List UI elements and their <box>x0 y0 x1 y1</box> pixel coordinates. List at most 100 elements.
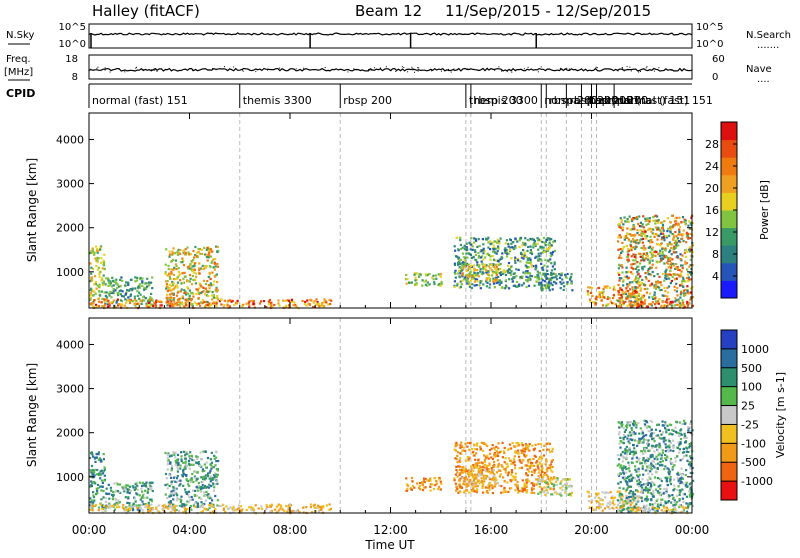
power-cell <box>682 216 684 218</box>
power-cell <box>203 280 205 282</box>
velocity-cell <box>556 477 558 479</box>
power-cell <box>291 299 293 301</box>
velocity-cell <box>657 467 659 469</box>
power-cell <box>205 288 207 290</box>
power-cell <box>125 302 127 304</box>
velocity-cell <box>146 497 148 499</box>
velocity-cell <box>675 421 677 423</box>
velocity-cell <box>638 468 640 470</box>
velocity-cell <box>139 507 141 509</box>
velocity-cell <box>411 477 413 479</box>
power-cell <box>213 266 215 268</box>
velocity-cell <box>149 507 151 509</box>
power-cell <box>648 221 650 223</box>
power-colorbar-tick-label: 12 <box>705 226 719 239</box>
power-cell <box>642 242 644 244</box>
velocity-cell <box>609 501 611 503</box>
power-cell <box>132 300 134 302</box>
velocity-cell <box>171 469 173 471</box>
velocity-cell <box>472 470 474 472</box>
power-cell <box>210 284 212 286</box>
velocity-cell <box>98 507 100 509</box>
power-cell <box>642 268 644 270</box>
velocity-cell <box>526 445 528 447</box>
velocity-cell <box>258 507 260 509</box>
power-cell <box>507 270 509 272</box>
velocity-cell <box>606 505 608 507</box>
velocity-cell <box>289 503 291 505</box>
velocity-cell <box>526 454 528 456</box>
velocity-cell <box>177 475 179 477</box>
velocity-cell <box>604 507 606 509</box>
velocity-cell <box>123 510 125 512</box>
nave-dot <box>243 71 244 72</box>
power-cell <box>454 286 456 288</box>
power-cell <box>206 280 208 282</box>
velocity-cell <box>507 472 509 474</box>
power-cell <box>413 274 415 276</box>
power-cell <box>626 233 628 235</box>
power-cell <box>677 224 679 226</box>
power-cell <box>169 290 171 292</box>
velocity-cell <box>92 505 94 507</box>
velocity-cell <box>175 464 177 466</box>
power-cell <box>647 271 649 273</box>
velocity-cell <box>93 500 95 502</box>
velocity-cell <box>103 479 105 481</box>
velocity-cell <box>484 461 486 463</box>
power-cell <box>673 264 675 266</box>
velocity-cell <box>553 476 555 478</box>
velocity-cell <box>521 452 523 454</box>
power-cell <box>678 233 680 235</box>
freq-left-label: Freq. <box>6 54 31 65</box>
velocity-cell <box>112 491 114 493</box>
velocity-cell <box>617 504 619 506</box>
velocity-cell <box>486 455 488 457</box>
velocity-cell <box>188 463 190 465</box>
power-cell <box>90 292 92 294</box>
velocity-cell <box>167 463 169 465</box>
power-cell <box>136 279 138 281</box>
power-cell <box>619 301 621 303</box>
power-cell <box>638 269 640 271</box>
power-cell <box>187 293 189 295</box>
velocity-cell <box>455 442 457 444</box>
power-cell <box>107 300 109 302</box>
velocity-cell <box>191 473 193 475</box>
velocity-cell <box>205 450 207 452</box>
power-cell <box>475 238 477 240</box>
velocity-cell <box>102 490 104 492</box>
power-cell <box>193 257 195 259</box>
power-cell <box>629 293 631 295</box>
power-cell <box>212 291 214 293</box>
velocity-cell <box>454 449 456 451</box>
power-cell <box>237 300 239 302</box>
power-cell <box>639 229 641 231</box>
velocity-cell <box>638 495 640 497</box>
power-cell <box>591 295 593 297</box>
velocity-cell <box>598 497 600 499</box>
power-cell <box>502 287 504 289</box>
power-panel-frame <box>89 113 692 308</box>
power-cell <box>259 303 261 305</box>
power-cell <box>684 252 686 254</box>
velocity-cell <box>190 505 192 507</box>
velocity-cell <box>626 426 628 428</box>
power-cell <box>208 252 210 254</box>
power-cell <box>427 281 429 283</box>
power-cell <box>493 266 495 268</box>
power-cell <box>640 247 642 249</box>
power-cell <box>179 279 181 281</box>
power-cell <box>627 286 629 288</box>
power-cell <box>630 245 632 247</box>
power-cell <box>550 274 552 276</box>
power-cell <box>189 295 191 297</box>
velocity-cell <box>183 473 185 475</box>
velocity-cell <box>559 487 561 489</box>
velocity-cell <box>518 444 520 446</box>
velocity-cell <box>152 508 154 510</box>
power-cell <box>518 269 520 271</box>
power-cell <box>636 229 638 231</box>
velocity-cell <box>122 504 124 506</box>
